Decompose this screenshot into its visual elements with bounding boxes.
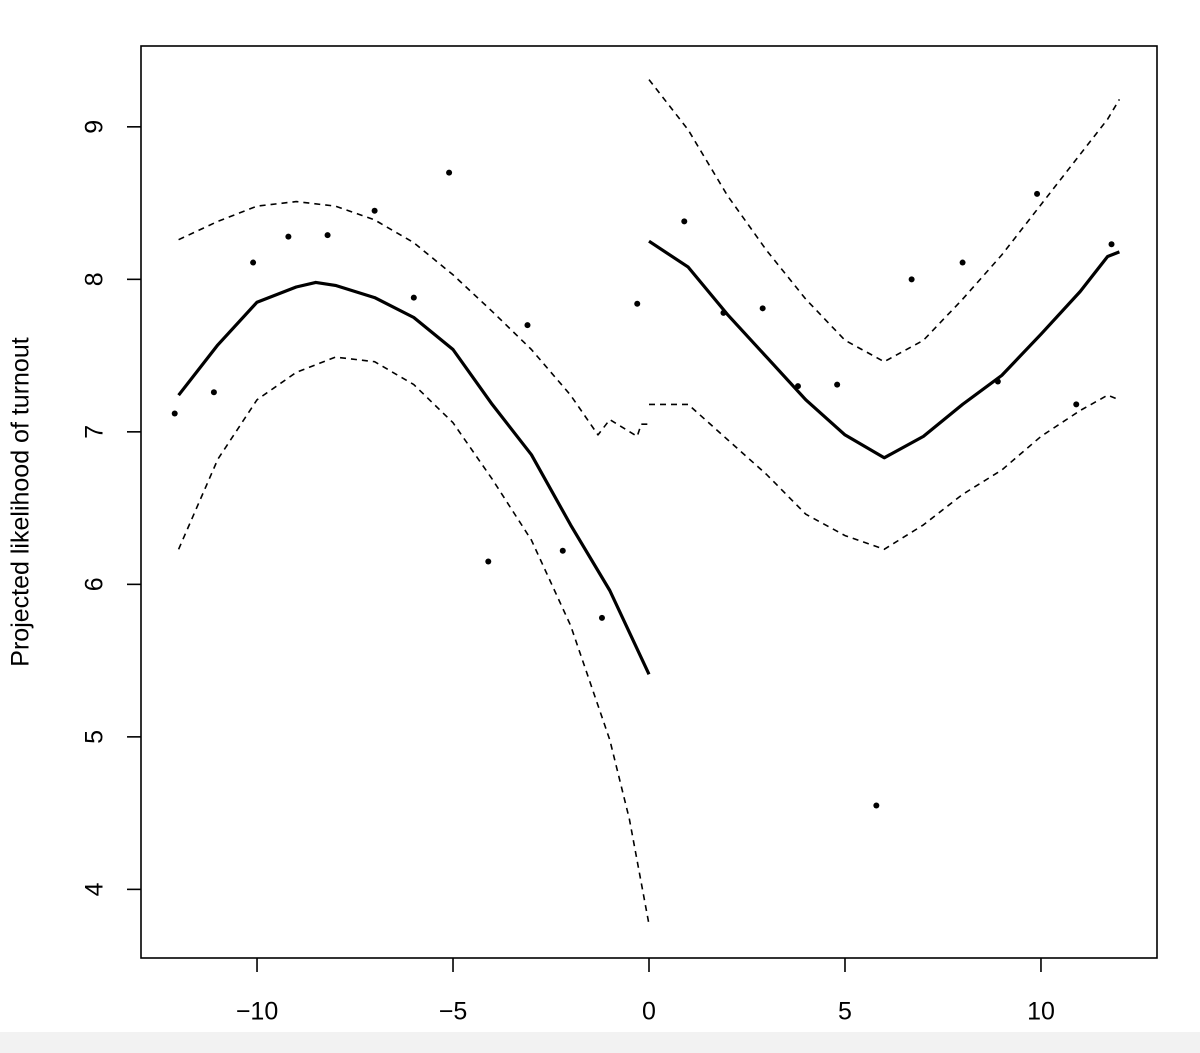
confidence-band <box>178 200 649 438</box>
data-point <box>410 294 417 301</box>
data-point <box>994 378 1001 385</box>
data-point <box>171 410 178 417</box>
y-tick-label: 4 <box>81 882 109 896</box>
data-point <box>908 276 915 283</box>
fit-line <box>648 239 1120 460</box>
y-tick-label: 8 <box>81 272 109 286</box>
data-point <box>1034 190 1041 197</box>
x-tick-label: 5 <box>838 998 852 1026</box>
y-axis-label: Projected likelihood of turnout <box>7 337 35 666</box>
data-point <box>634 300 641 307</box>
bottom-strip <box>0 1032 1200 1053</box>
confidence-band <box>649 394 1120 551</box>
confidence-band <box>648 79 1121 363</box>
data-point <box>285 233 292 240</box>
data-point <box>485 558 492 565</box>
data-point <box>559 547 566 554</box>
data-point <box>250 259 257 266</box>
data-point <box>794 383 801 390</box>
data-point <box>959 259 966 266</box>
data-point <box>598 614 605 621</box>
fit-line <box>177 280 651 675</box>
y-tick-label: 9 <box>81 120 109 134</box>
data-point <box>371 207 378 214</box>
x-tick-label: −10 <box>236 998 278 1026</box>
data-point <box>834 381 841 388</box>
x-tick-label: 0 <box>642 998 656 1026</box>
plot-frame <box>140 45 1158 959</box>
y-tick-label: 5 <box>81 730 109 744</box>
data-point <box>524 322 531 329</box>
data-point <box>1073 401 1080 408</box>
data-point <box>324 232 331 239</box>
data-point <box>759 305 766 312</box>
x-tick-label: 10 <box>1027 998 1055 1026</box>
data-point <box>1108 241 1115 248</box>
data-point <box>210 389 217 396</box>
data-point <box>873 802 880 809</box>
data-point <box>681 218 688 225</box>
confidence-band <box>177 356 650 925</box>
y-tick-label: 7 <box>81 425 109 439</box>
x-tick-label: −5 <box>439 998 468 1026</box>
data-point <box>446 169 453 176</box>
data-point <box>720 309 727 316</box>
y-tick-label: 6 <box>81 577 109 591</box>
